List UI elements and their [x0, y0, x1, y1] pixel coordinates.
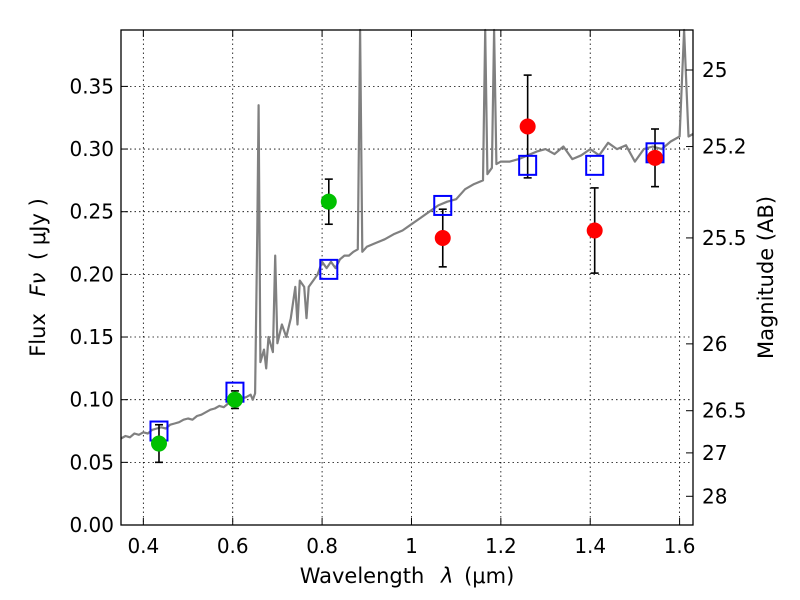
model-photometry-marker: [518, 154, 538, 176]
x-tick-label: 0.4: [127, 534, 159, 558]
right-tick-label: 27: [702, 441, 727, 465]
right-tick-label: 25.5: [702, 226, 747, 250]
x-axis-label: Wavelength λ (μm): [300, 564, 515, 588]
y-tick-label: 0.15: [69, 325, 114, 349]
y-tick-label: 0.20: [69, 262, 114, 286]
right-tick-label: 25: [702, 58, 727, 82]
y-tick-label: 0.10: [69, 388, 114, 412]
y-tick-label: 0.30: [69, 137, 114, 161]
right-tick-label: 26.5: [702, 399, 747, 423]
y-tick-label: 0.25: [69, 200, 114, 224]
y-tick-label: 0.35: [69, 74, 114, 98]
tick-label-layer: 0.4 0.6 0.8 1 1.2 1.4 1.6 0.00 0.05 0.10 0.15 0.20 0…: [69, 58, 746, 558]
plot-frame: [120, 29, 694, 526]
right-y-axis-label: Magnitude (AB): [754, 196, 778, 359]
observed-flux-marker: [226, 391, 243, 408]
model-photometry-marker: [585, 154, 605, 176]
x-tick-label: 1.2: [485, 534, 517, 558]
x-tick-label: 1.6: [664, 534, 696, 558]
y-tick-label: 0.00: [69, 513, 114, 537]
observed-flux-marker: [434, 230, 451, 247]
x-tick-label: 0.6: [217, 534, 249, 558]
tick-layer: [121, 30, 693, 526]
observed-flux-marker: [320, 193, 337, 210]
grid: [121, 30, 693, 526]
model-photometry-layer: [149, 142, 665, 442]
right-tick-label: 25.2: [702, 135, 747, 159]
observed-flux-marker: [150, 435, 167, 452]
right-tick-label: 28: [702, 484, 727, 508]
y-tick-label: 0.05: [69, 450, 114, 474]
right-tick-label: 26: [702, 332, 727, 356]
y-axis-label: Flux Fν ( μJy ): [26, 198, 50, 357]
spectrum-layer: [120, 28, 694, 440]
x-tick-label: 0.8: [306, 534, 338, 558]
observed-flux-marker: [586, 222, 603, 239]
observed-flux-marker: [519, 118, 536, 135]
observed-flux-layer: [150, 118, 664, 452]
x-tick-label: 1.4: [574, 534, 606, 558]
model-photometry-marker: [319, 258, 339, 280]
spectrum-line: [120, 28, 694, 440]
model-photometry-marker: [433, 194, 453, 216]
observed-flux-marker: [647, 149, 664, 166]
x-tick-label: 1: [405, 534, 418, 558]
